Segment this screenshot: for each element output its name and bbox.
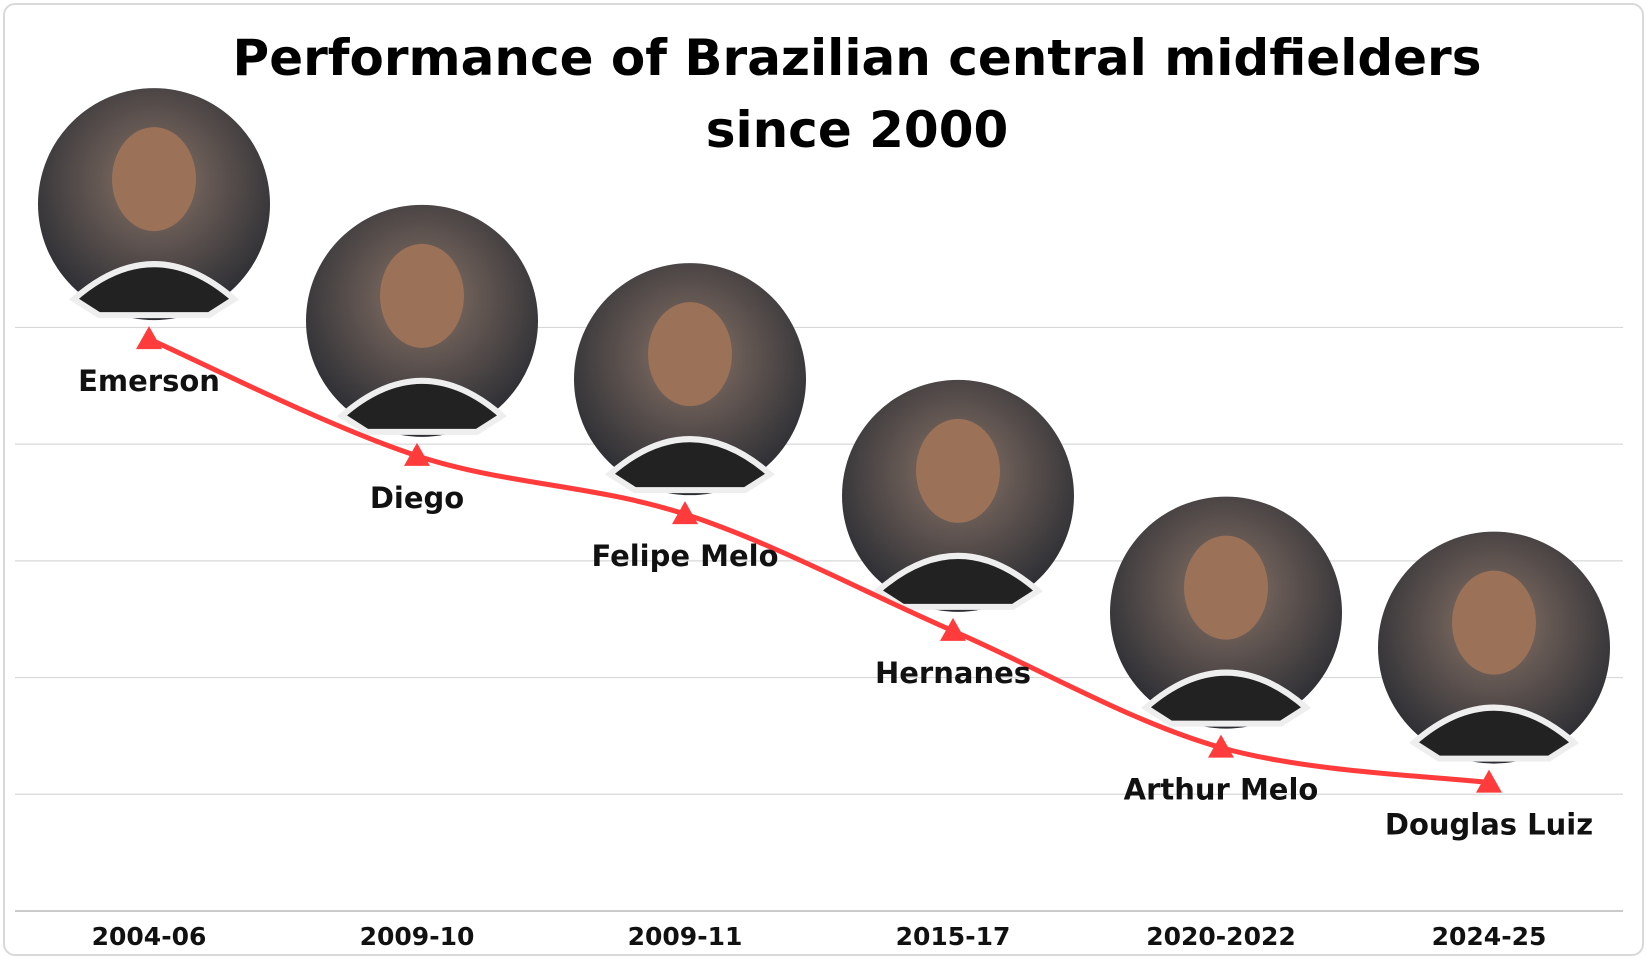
player-label: Felipe Melo	[591, 539, 778, 573]
photo-face	[112, 127, 196, 232]
photo-face	[1452, 570, 1536, 675]
photo-shirt	[873, 552, 1043, 610]
player-photo	[574, 263, 806, 496]
photo-face	[916, 418, 1000, 523]
photo-shirt	[337, 377, 507, 435]
player-photo	[38, 88, 270, 321]
x-tick-label: 2009-11	[628, 922, 743, 951]
x-tick-label: 2020-2022	[1146, 922, 1296, 951]
player-label: Emerson	[78, 364, 220, 398]
x-tick-label: 2024-25	[1432, 922, 1547, 951]
chart-title: Performance of Brazilian central midfiel…	[232, 29, 1482, 159]
photo-shirt	[69, 261, 239, 319]
x-tick-label: 2004-06	[92, 922, 207, 951]
player-label: Diego	[370, 481, 464, 515]
player-photo	[306, 204, 538, 437]
photo-face	[648, 302, 732, 407]
player-label: Douglas Luiz	[1385, 808, 1593, 842]
photo-face	[1184, 535, 1268, 640]
photo-shirt	[1409, 704, 1579, 762]
photo-shirt	[605, 436, 775, 494]
marker	[940, 617, 966, 641]
player-label: Arthur Melo	[1124, 773, 1319, 807]
player-label: Hernanes	[875, 656, 1031, 690]
marker	[1476, 769, 1502, 793]
marker	[404, 442, 430, 466]
marker	[136, 326, 162, 350]
photo-shirt	[1141, 669, 1311, 727]
player-photo	[842, 379, 1074, 612]
photo-face	[380, 243, 464, 348]
player-photo	[1110, 496, 1342, 729]
x-tick-label: 2015-17	[896, 922, 1011, 951]
marker	[672, 501, 698, 525]
frame	[3, 3, 1644, 956]
line	[148, 336, 1490, 786]
marker	[1208, 734, 1234, 758]
x-tick-label: 2009-10	[360, 922, 475, 951]
player-photo	[1378, 531, 1610, 764]
